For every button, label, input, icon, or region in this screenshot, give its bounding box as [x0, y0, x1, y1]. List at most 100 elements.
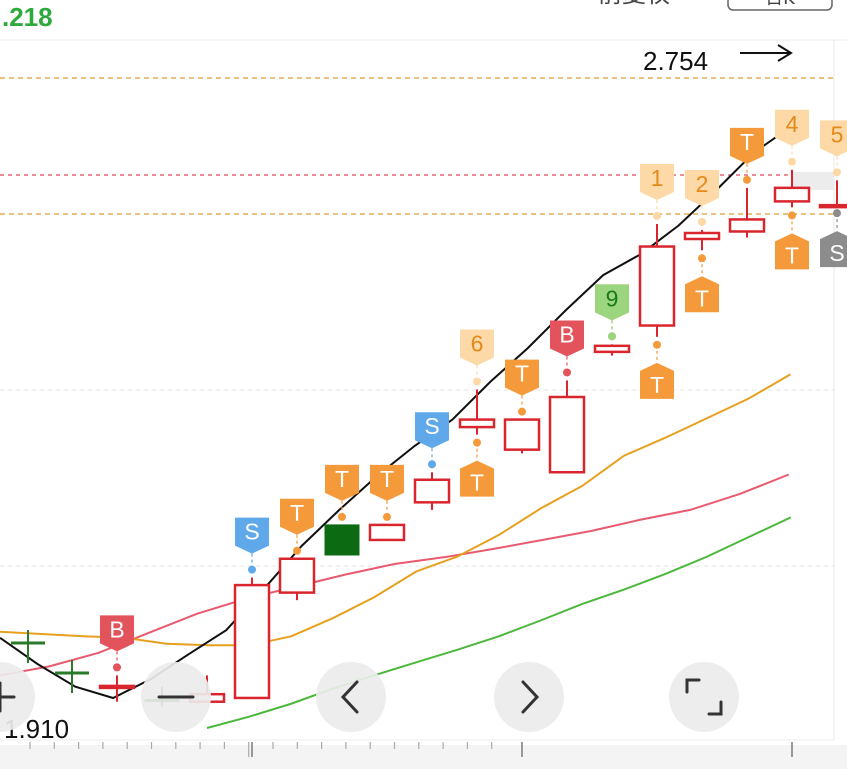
chevron-left-icon [340, 680, 359, 714]
candle [324, 524, 360, 556]
candle-body [503, 418, 541, 451]
tag-box [640, 362, 674, 399]
signal-tag-layer: BSTTTS6TTBT91T2TT4T5S6B7S [100, 109, 847, 672]
fullscreen-button[interactable] [669, 662, 739, 732]
tag-anchor-dot [113, 663, 121, 672]
tag-label: S [829, 240, 844, 266]
zoom-in-button[interactable] [0, 662, 35, 732]
tag-anchor-dot [788, 157, 796, 166]
candle-body [368, 523, 406, 542]
doji-cross [11, 630, 45, 663]
signal-tag-6: 6 [460, 329, 494, 386]
tag-anchor-dot [833, 209, 841, 218]
tag-label: T [650, 372, 664, 398]
tag-box [280, 498, 314, 535]
tag-box [595, 284, 629, 321]
candle [368, 523, 406, 542]
tag-label: T [515, 361, 529, 387]
signal-tag-t: T [685, 254, 719, 313]
tag-box [370, 464, 404, 501]
signal-tag-2: 2 [685, 169, 719, 226]
candle [278, 557, 316, 601]
tag-box [325, 464, 359, 501]
signal-tag-t: T [325, 464, 359, 521]
tag-anchor-dot [743, 175, 751, 184]
chart-header: .218 前复权 日K [2, 0, 833, 32]
candle-body [773, 186, 811, 203]
tag-label: T [695, 285, 709, 311]
candle [233, 577, 271, 700]
signal-tag-s: S [235, 517, 269, 574]
signal-tag-s: S [415, 412, 449, 469]
signal-tag-t: T [370, 464, 404, 521]
period-select-button[interactable] [727, 0, 833, 11]
tag-anchor-dot [293, 546, 301, 555]
tag-label: 6 [471, 330, 484, 356]
signal-tag-t: T [280, 498, 314, 555]
tag-label: B [559, 321, 574, 347]
tag-box [775, 109, 809, 146]
tag-box [550, 320, 584, 357]
tag-label: 2 [696, 171, 709, 197]
tag-label: S [424, 413, 439, 439]
tag-anchor-dot [563, 368, 571, 377]
signal-tag-5: 5 [820, 120, 847, 177]
zoom-out-button[interactable] [141, 662, 211, 732]
pan-left-button[interactable] [316, 662, 386, 732]
candle-body [683, 231, 721, 241]
tag-anchor-dot [653, 340, 661, 349]
candle [728, 187, 766, 238]
signal-tag-t: T [640, 340, 674, 399]
tag-box [640, 163, 674, 200]
chevron-right-icon [521, 680, 540, 714]
candle-body [728, 218, 766, 233]
signal-tag-b: B [100, 615, 134, 672]
high-price-arrow-icon [740, 44, 793, 62]
tag-box [775, 233, 809, 270]
tag-label: 4 [786, 111, 799, 137]
tag-box [100, 615, 134, 652]
grid-layer [0, 39, 847, 769]
chart-controls [0, 662, 739, 732]
price-adjust-label[interactable]: 前复权 [598, 0, 670, 8]
bottom-strip [0, 745, 847, 769]
signal-tag-t: T [460, 438, 494, 497]
tag-box [820, 120, 847, 157]
tag-anchor-dot [833, 168, 841, 177]
tag-box [415, 412, 449, 449]
fullscreen-icon [685, 678, 723, 716]
candle-body [818, 203, 847, 209]
control-circle [316, 662, 386, 732]
candle [683, 229, 721, 251]
candle-body [413, 478, 451, 504]
period-select-label[interactable]: 日K [765, 0, 796, 9]
tag-box [235, 517, 269, 554]
signal-tag-4: 4 [775, 109, 809, 166]
tag-label: 5 [831, 121, 844, 147]
candle [413, 472, 451, 510]
candle [593, 344, 631, 356]
candle-body [593, 344, 631, 354]
tag-label: T [335, 466, 349, 492]
pan-right-button[interactable] [494, 662, 564, 732]
candle [548, 380, 586, 474]
tag-anchor-dot [788, 211, 796, 220]
price-axis-marker [792, 172, 834, 190]
plus-icon [0, 681, 16, 713]
tag-box [460, 329, 494, 366]
tag-anchor-dot [473, 377, 481, 386]
candle [638, 223, 676, 337]
tag-box [685, 276, 719, 313]
candle-body [458, 418, 496, 429]
tag-anchor-dot [653, 211, 661, 220]
candle-body [233, 583, 271, 700]
candle-body [278, 557, 316, 594]
high-price-label: 2.754 [643, 46, 708, 76]
tag-label: T [785, 242, 799, 268]
candle [503, 418, 541, 454]
tag-label: B [109, 616, 124, 642]
candle [773, 169, 811, 208]
control-circle [669, 662, 739, 732]
